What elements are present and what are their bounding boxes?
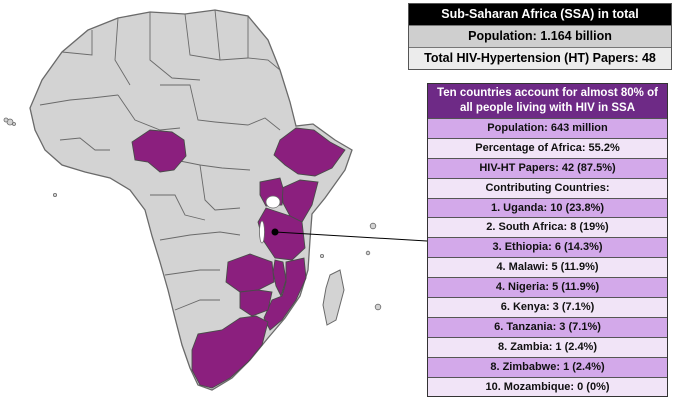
detail-contributing-header: Contributing Countries: <box>428 177 667 198</box>
country-borders <box>39 9 281 311</box>
highlighted-countries <box>131 127 346 389</box>
country-row: 8. Zimbabwe: 1 (2.4%) <box>428 356 667 377</box>
country-row: 10. Mozambique: 0 (0%) <box>428 376 667 397</box>
country-row: 4. Nigeria: 5 (11.9%) <box>428 277 667 298</box>
country-south-africa <box>191 315 269 389</box>
islands <box>3 117 382 311</box>
country-row: 2. South Africa: 8 (19%) <box>428 217 667 238</box>
summary-population: Population: 1.164 billion <box>409 26 671 48</box>
country-zambia <box>225 253 275 293</box>
country-kenya <box>281 179 319 223</box>
summary-title: Sub-Saharan Africa (SSA) in total <box>409 4 671 26</box>
country-zimbabwe <box>239 289 273 317</box>
madagascar <box>322 269 345 326</box>
lake-victoria <box>265 195 281 209</box>
detail-title: Ten countries account for almost 80% of … <box>428 84 667 118</box>
lake-tanganyika <box>259 220 265 244</box>
ssa-summary-table: Sub-Saharan Africa (SSA) in total Popula… <box>408 3 672 70</box>
country-row: 1. Uganda: 10 (23.8%) <box>428 197 667 218</box>
ten-countries-table: Ten countries account for almost 80% of … <box>427 83 668 398</box>
country-row: 6. Kenya: 3 (7.1%) <box>428 297 667 317</box>
lakes <box>259 195 281 244</box>
detail-population: Population: 643 million <box>428 118 667 138</box>
summary-papers: Total HIV-Hypertension (HT) Papers: 48 <box>409 48 671 69</box>
africa-map <box>3 9 382 391</box>
country-row: 6. Tanzania: 3 (7.1%) <box>428 316 667 337</box>
country-row: 4. Malawi: 5 (11.9%) <box>428 257 667 278</box>
detail-papers: HIV-HT Papers: 42 (87.5%) <box>428 157 667 178</box>
country-row: 3. Ethiopia: 6 (14.3%) <box>428 237 667 258</box>
country-ethiopia <box>273 127 346 177</box>
detail-percentage: Percentage of Africa: 55.2% <box>428 137 667 158</box>
country-nigeria <box>131 129 187 173</box>
country-mozambique <box>263 257 307 331</box>
country-row: 8. Zambia: 1 (2.4%) <box>428 336 667 357</box>
